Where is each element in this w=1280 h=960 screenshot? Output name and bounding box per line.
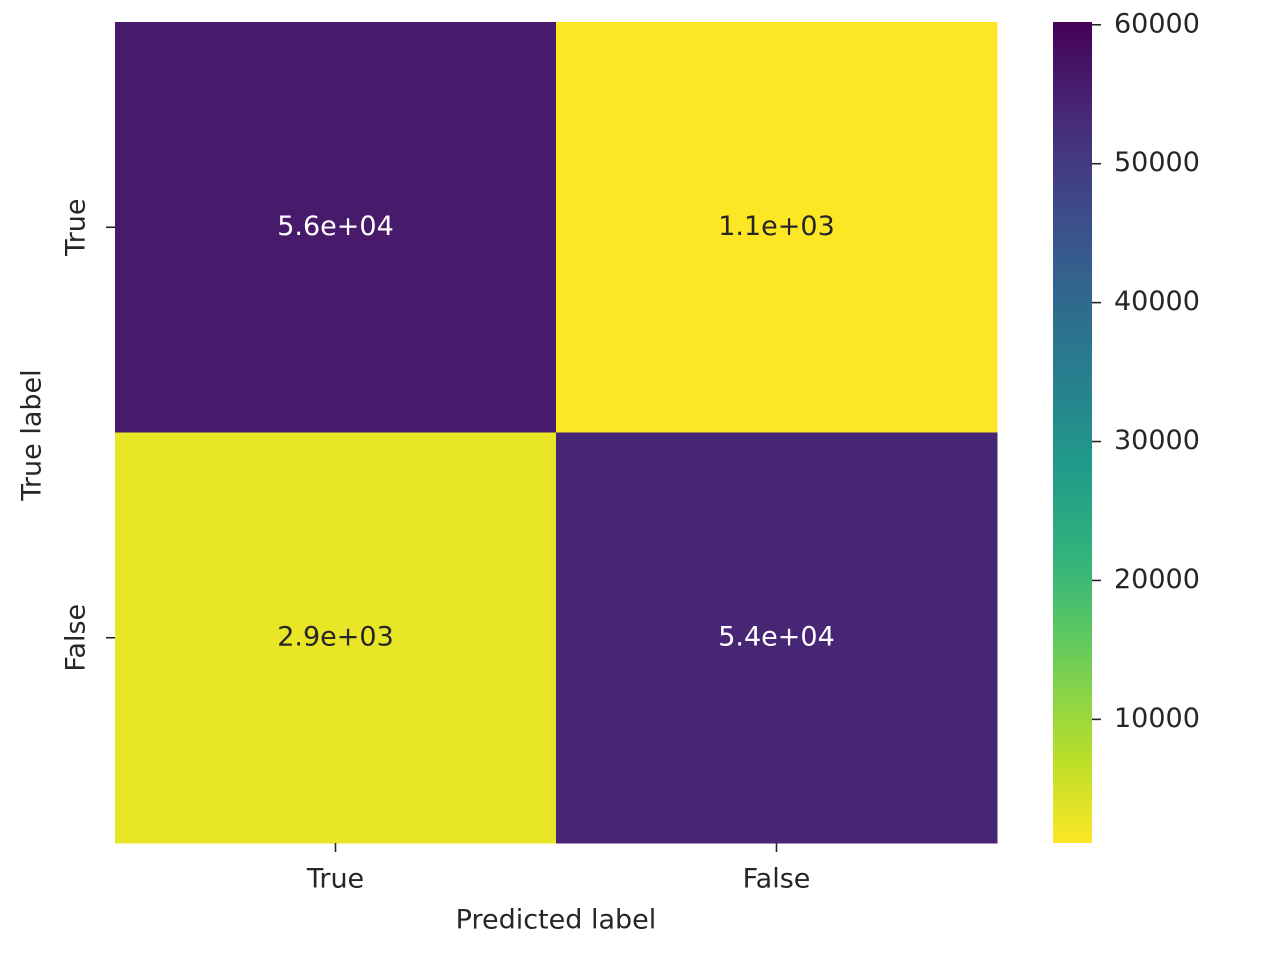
colorbar-tick-label: 10000 <box>1114 703 1200 734</box>
x-tick-label: False <box>743 864 811 895</box>
colorbar <box>1053 22 1092 843</box>
value-label: 5.4e+04 <box>718 621 835 652</box>
colorbar-tick-label: 20000 <box>1114 564 1200 595</box>
colorbar-tick-label: 40000 <box>1114 286 1200 317</box>
y-axis-label: True label <box>17 369 48 501</box>
value-label: 1.1e+03 <box>718 211 835 242</box>
colorbar-tick-label: 60000 <box>1114 8 1200 39</box>
heatmap-cell <box>556 432 998 844</box>
value-label: 5.6e+04 <box>277 211 394 242</box>
y-tick-label: False <box>61 604 92 672</box>
x-axis-label: Predicted label <box>456 905 657 936</box>
colorbar-tick-label: 50000 <box>1114 147 1200 178</box>
heatmap-cell <box>115 432 557 844</box>
x-tick-label: True <box>306 864 364 895</box>
heatmap-cell <box>115 22 557 433</box>
heatmap-cell <box>556 22 998 433</box>
value-label: 2.9e+03 <box>277 621 394 652</box>
colorbar-tick-label: 30000 <box>1114 425 1200 456</box>
y-tick-label: True <box>61 199 92 257</box>
